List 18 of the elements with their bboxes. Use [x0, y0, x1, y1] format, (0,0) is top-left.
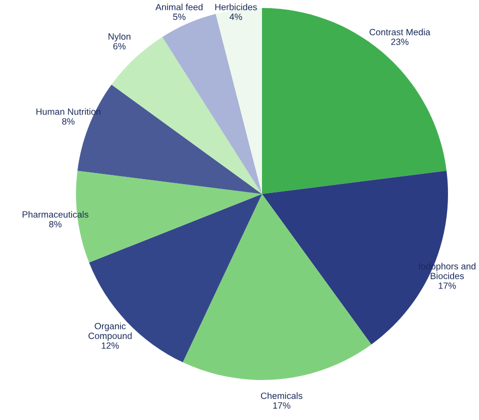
pie-slice [162, 14, 262, 194]
slice-label: Chemicals [260, 392, 302, 399]
data-label: 6% [113, 43, 126, 50]
slice-label: Herbicides [215, 4, 257, 10]
data-label: 23% [391, 38, 408, 46]
data-label: 12% [102, 342, 119, 349]
data-label: 8% [49, 221, 62, 228]
data-label: 8% [62, 118, 75, 125]
slice-label: Pharmaceuticals [22, 211, 88, 218]
data-label: 17% [438, 282, 456, 289]
slice-label: Contrast Media [370, 28, 430, 36]
data-label: 17% [273, 402, 290, 409]
slice-label: Organic Compound [88, 322, 132, 341]
pie-slice [262, 8, 447, 194]
slice-label: Animal feed [155, 4, 203, 10]
data-label: 5% [173, 14, 186, 20]
slice-label: Nylon [108, 33, 130, 42]
data-label: 4% [230, 14, 242, 20]
